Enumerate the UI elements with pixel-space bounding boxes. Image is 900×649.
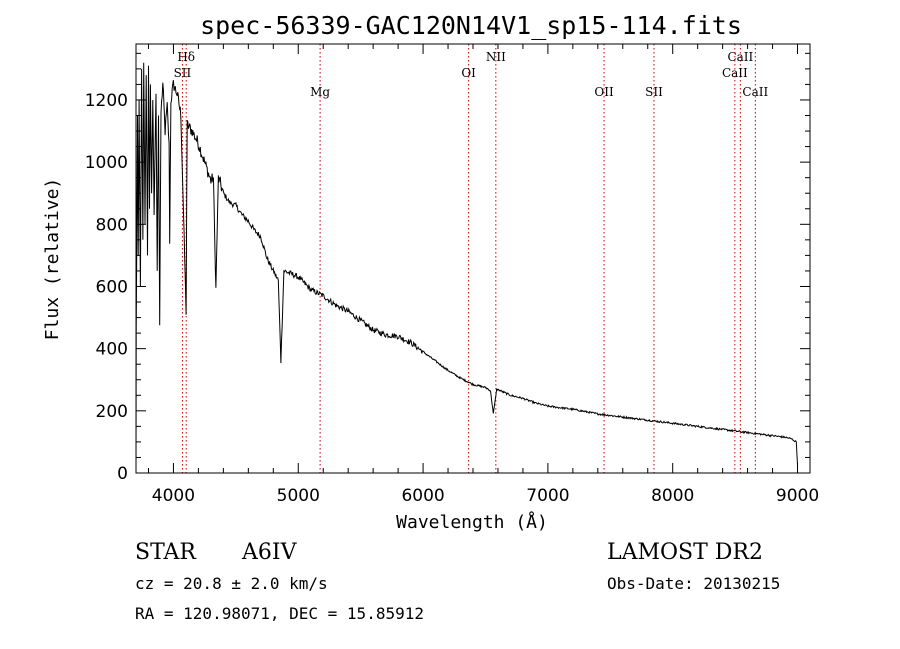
sky-coordinates: RA = 120.98071, DEC = 15.85912 [135, 604, 424, 623]
x-tick-label: 7000 [526, 486, 569, 506]
y-tick-label: 800 [96, 215, 128, 235]
chart-title: spec-56339-GAC120N14V1_sp15-114.fits [200, 11, 742, 40]
marker-label: OII [594, 85, 614, 99]
y-tick-label: 1200 [85, 91, 128, 111]
marker-label: SII [174, 66, 192, 80]
marker-label: Hδ [177, 50, 195, 64]
spectral-line-markers: Hδ SII Mg OI NII OII SII CaII CaII CaII [174, 44, 768, 473]
object-class: STAR [135, 540, 196, 565]
x-tick-label: 4000 [152, 486, 195, 506]
y-axis-label: Flux (relative) [42, 178, 63, 341]
marker-label: CaII [722, 66, 748, 80]
x-tick-label: 6000 [401, 486, 444, 506]
x-tick-label: 5000 [277, 486, 320, 506]
x-axis-label: Wavelength (Å) [396, 511, 548, 533]
marker-label: SII [645, 85, 663, 99]
y-tick-label: 400 [96, 340, 128, 360]
marker-label: CaII [727, 50, 753, 64]
marker-label: OI [461, 66, 476, 80]
spectrum-line-group [135, 62, 798, 474]
object-subclass: A6IV [242, 540, 297, 565]
x-tick-label: 9000 [776, 486, 819, 506]
x-axis-ticks: 4000 5000 6000 7000 8000 9000 [147, 44, 819, 506]
survey-name: LAMOST DR2 [607, 540, 763, 565]
x-tick-label: 8000 [651, 486, 694, 506]
redshift-velocity: cz = 20.8 ± 2.0 km/s [135, 574, 328, 593]
y-axis-ticks: 0 200 400 600 800 1000 1200 [85, 52, 810, 484]
observation-date: Obs-Date: 20130215 [607, 574, 781, 593]
y-tick-label: 200 [96, 402, 128, 422]
y-tick-label: 600 [96, 277, 128, 297]
marker-label: NII [486, 50, 506, 64]
marker-label: CaII [742, 85, 768, 99]
y-tick-label: 1000 [85, 153, 128, 173]
marker-label: Mg [310, 85, 330, 99]
plot-frame [135, 43, 811, 474]
spectrum-line [135, 62, 798, 474]
y-tick-label: 0 [117, 464, 128, 484]
